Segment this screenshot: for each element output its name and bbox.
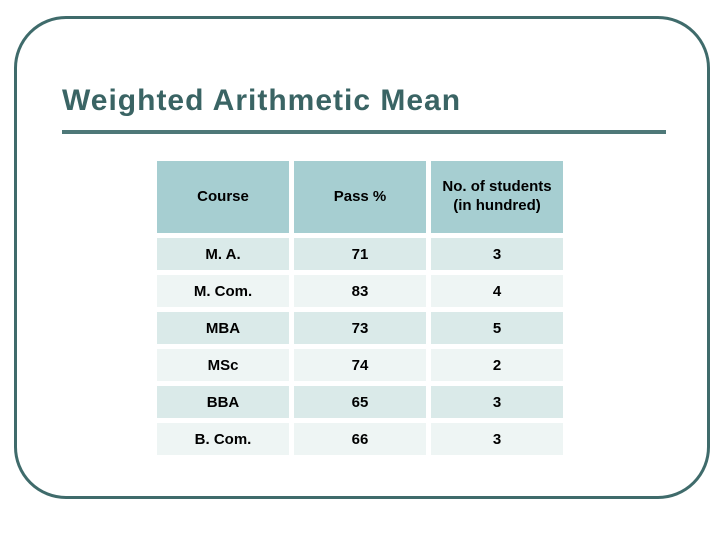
cell-pass-percent: 66 [294, 423, 426, 455]
cell-pass-percent: 74 [294, 349, 426, 381]
course-table: Course Pass % No. of students (in hundre… [152, 156, 568, 460]
cell-course: B. Com. [157, 423, 289, 455]
cell-pass-percent: 73 [294, 312, 426, 344]
table-row: BBA 65 3 [157, 386, 563, 418]
cell-students: 2 [431, 349, 563, 381]
table-row: MSc 74 2 [157, 349, 563, 381]
header-cell-students: No. of students (in hundred) [431, 161, 563, 233]
slide-frame [14, 16, 710, 499]
title-underline [62, 130, 666, 134]
table-row: M. A. 71 3 [157, 238, 563, 270]
cell-pass-percent: 83 [294, 275, 426, 307]
table-row: M. Com. 83 4 [157, 275, 563, 307]
table-header-row: Course Pass % No. of students (in hundre… [157, 161, 563, 233]
cell-course: MBA [157, 312, 289, 344]
table-row: B. Com. 66 3 [157, 423, 563, 455]
cell-course: MSc [157, 349, 289, 381]
cell-students: 3 [431, 386, 563, 418]
slide-title: Weighted Arithmetic Mean [62, 84, 462, 117]
cell-course: M. A. [157, 238, 289, 270]
header-cell-course: Course [157, 161, 289, 233]
cell-pass-percent: 71 [294, 238, 426, 270]
cell-students: 3 [431, 423, 563, 455]
cell-course: M. Com. [157, 275, 289, 307]
cell-students: 5 [431, 312, 563, 344]
cell-students: 4 [431, 275, 563, 307]
cell-pass-percent: 65 [294, 386, 426, 418]
header-cell-pass-percent: Pass % [294, 161, 426, 233]
table-row: MBA 73 5 [157, 312, 563, 344]
cell-students: 3 [431, 238, 563, 270]
cell-course: BBA [157, 386, 289, 418]
